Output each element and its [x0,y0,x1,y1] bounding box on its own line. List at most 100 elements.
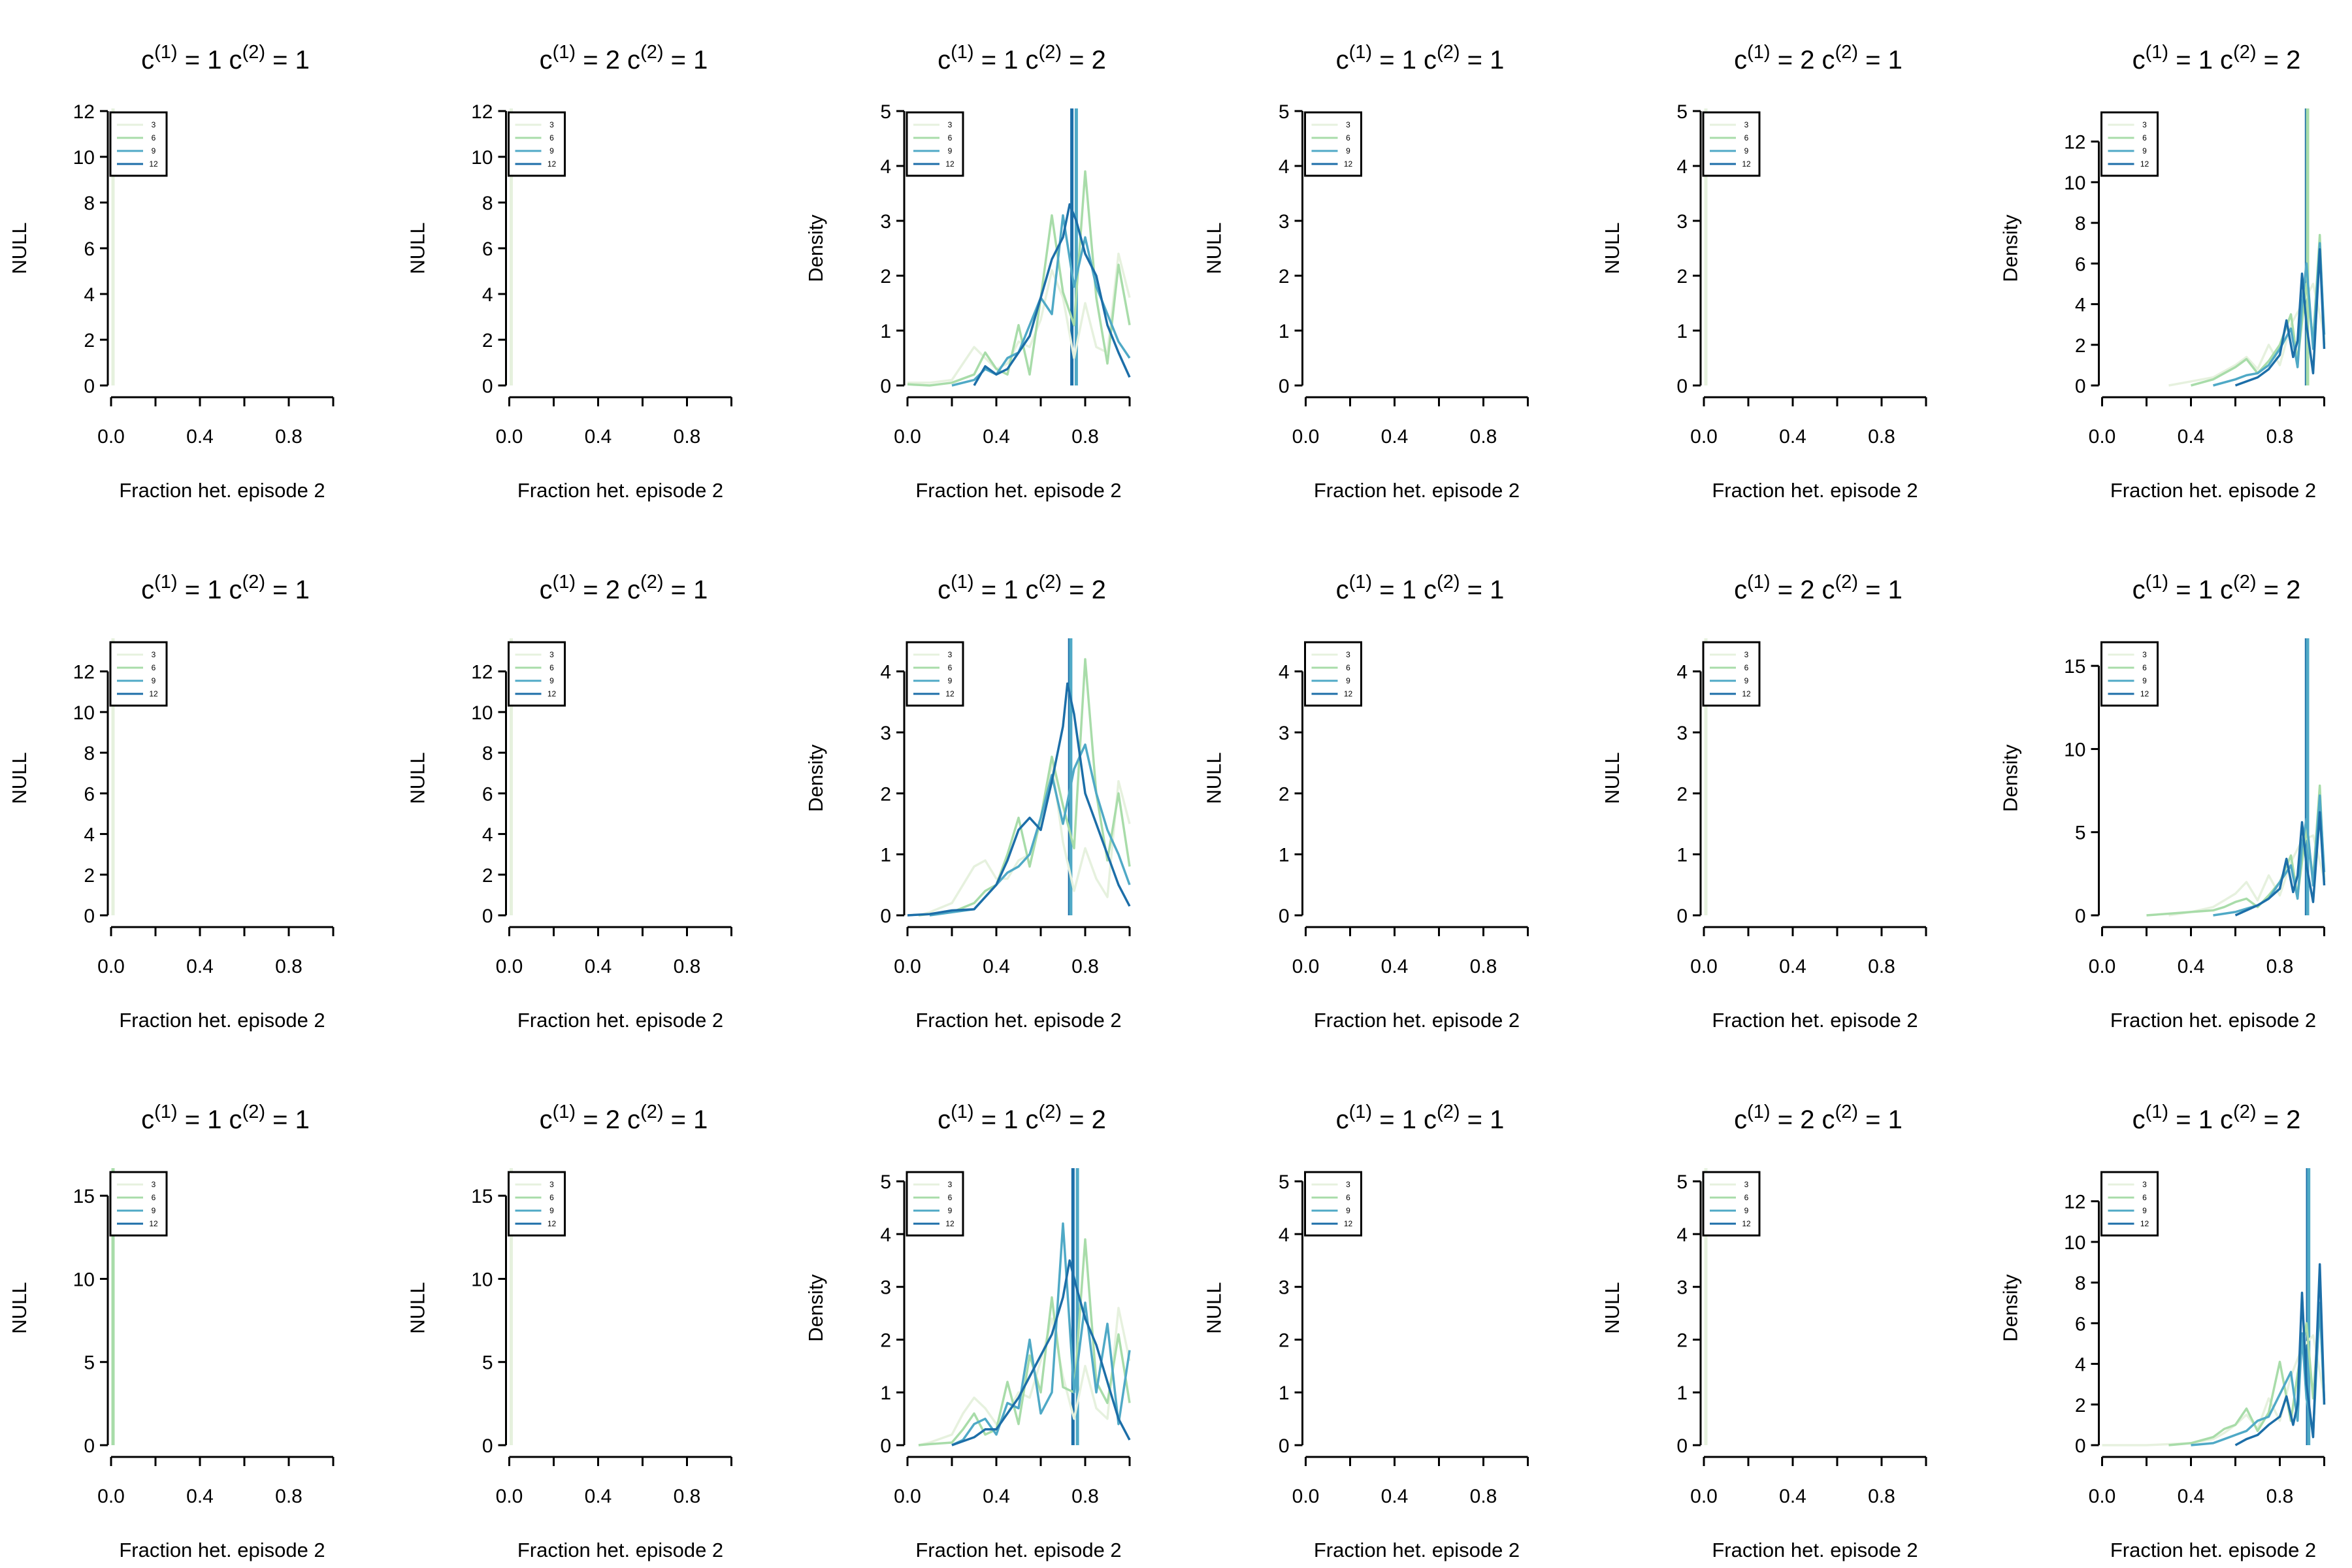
chart-panel: c(1) = 1 c(2) = 1 0 5 10 15 0.0 0.4 0.8 Fraction… [8,1102,335,1561]
legend-label: 12 [945,1219,955,1228]
legend-label: 9 [1744,676,1749,685]
x-axis-label: Fraction het. episode 2 [1712,479,1918,502]
y-tick-label: 4 [880,1224,891,1246]
x-tick-label: 0.4 [186,426,214,448]
x-tick-label: 0.4 [2178,956,2205,977]
y-tick-label: 10 [471,147,493,169]
chart-panel: c(1) = 1 c(2) = 2 0 2 4 6 8 10 12 0.0 0.4 0.8 Fract… [1999,1102,2326,1561]
legend-label: 6 [152,663,156,672]
x-axis-label: Fraction het. episode 2 [1314,1539,1520,1561]
y-tick-label: 1 [1279,1382,1290,1404]
y-tick-label: 0 [1279,1435,1290,1457]
y-tick-label: 4 [880,156,891,178]
legend-box [906,1171,964,1237]
legend-label: 6 [1346,663,1350,672]
y-tick-label: 2 [2075,1395,2086,1416]
x-tick-label: 0.8 [275,426,302,448]
legend-label: 9 [152,1206,156,1215]
x-tick-label: 0.0 [894,956,921,977]
legend-label: 3 [2142,120,2147,129]
legend-label: 12 [2140,1219,2149,1228]
y-tick-label: 10 [2064,172,2085,194]
legend-label: 3 [152,1180,156,1189]
y-tick-label: 1 [1676,1382,1688,1404]
legend-label: 12 [149,159,158,169]
x-tick-label: 0.8 [2266,426,2294,448]
x-tick-label: 0.4 [2178,426,2205,448]
x-tick-label: 0.8 [1071,1486,1099,1507]
legend-box [109,641,168,707]
legend-label: 3 [1346,650,1350,659]
y-tick-label: 8 [482,743,493,764]
y-tick-label: 2 [84,330,95,351]
x-tick-label: 0.4 [983,1486,1010,1507]
y-tick-label: 3 [1676,211,1688,233]
x-tick-label: 0.4 [983,426,1010,448]
y-tick-label: 2 [1676,1330,1688,1351]
y-tick-label: 1 [1279,321,1290,342]
legend-label: 9 [948,146,953,155]
legend-label: 6 [1346,1193,1350,1202]
legend-box [2100,641,2159,707]
density-line [918,658,1131,917]
legend-label: 3 [549,120,554,129]
panel-title: c(1) = 2 c(2) = 1 [1734,572,1903,604]
legend-label: 9 [1346,1206,1350,1215]
x-tick-label: 0.4 [2178,1486,2205,1507]
y-tick-label: 10 [73,702,95,724]
legend-label: 12 [2140,159,2149,169]
chart-panel: c(1) = 2 c(2) = 1 0 2 4 6 8 10 12 0.0 0.4 0.8 Fract… [406,572,732,1032]
x-tick-label: 0.0 [97,426,125,448]
x-tick-label: 0.8 [1071,956,1099,977]
y-tick-label: 0 [1279,376,1290,397]
panel-title: c(1) = 1 c(2) = 2 [2132,572,2301,604]
x-axis-label: Fraction het. episode 2 [2110,479,2316,502]
legend-label: 3 [2142,650,2147,659]
x-tick-label: 0.4 [1779,1486,1806,1507]
density-line [951,1222,1131,1446]
x-tick-label: 0.0 [496,956,523,977]
x-tick-label: 0.4 [1779,956,1806,977]
y-tick-label: 1 [1676,321,1688,342]
x-tick-label: 0.0 [496,426,523,448]
legend-box [508,1171,566,1237]
y-tick-label: 3 [1279,211,1290,233]
legend-box [508,111,566,177]
legend-label: 6 [948,1193,953,1202]
legend-label: 12 [1344,1219,1353,1228]
panel-title: c(1) = 2 c(2) = 1 [1734,42,1903,74]
x-axis-label: Fraction het. episode 2 [119,1009,325,1032]
y-tick-label: 4 [482,284,493,306]
density-line [2213,794,2326,917]
y-tick-label: 4 [2075,295,2086,316]
x-axis-label: Fraction het. episode 2 [915,1009,1121,1032]
x-tick-label: 0.8 [1470,956,1497,977]
legend-label: 12 [945,159,955,169]
y-tick-label: 4 [1676,156,1688,178]
legend-box [1304,111,1362,177]
x-tick-label: 0.8 [1470,426,1497,448]
x-tick-label: 0.4 [186,1486,214,1507]
density-line [973,203,1131,386]
y-tick-label: 0 [2075,906,2086,927]
legend-label: 6 [1744,1193,1749,1202]
legend-label: 6 [152,133,156,142]
legend-label: 6 [1346,133,1350,142]
y-tick-label: 10 [471,702,493,724]
legend-label: 3 [1744,120,1749,129]
x-tick-label: 0.8 [275,956,302,977]
x-axis-label: Fraction het. episode 2 [915,479,1121,502]
density-line [951,1259,1131,1446]
chart-panel: c(1) = 1 c(2) = 2 0 2 4 6 8 10 12 0.0 0.4 0.8 Fract… [1999,42,2326,502]
x-tick-label: 0.4 [983,956,1010,977]
y-tick-label: 0 [2075,376,2086,397]
y-tick-label: 5 [2075,823,2086,844]
y-tick-label: 10 [471,1269,493,1290]
chart-panel: c(1) = 1 c(2) = 1 0 2 4 6 8 10 12 0.0 0.4 0.8 Fract… [8,42,335,502]
y-tick-label: 3 [1279,723,1290,744]
